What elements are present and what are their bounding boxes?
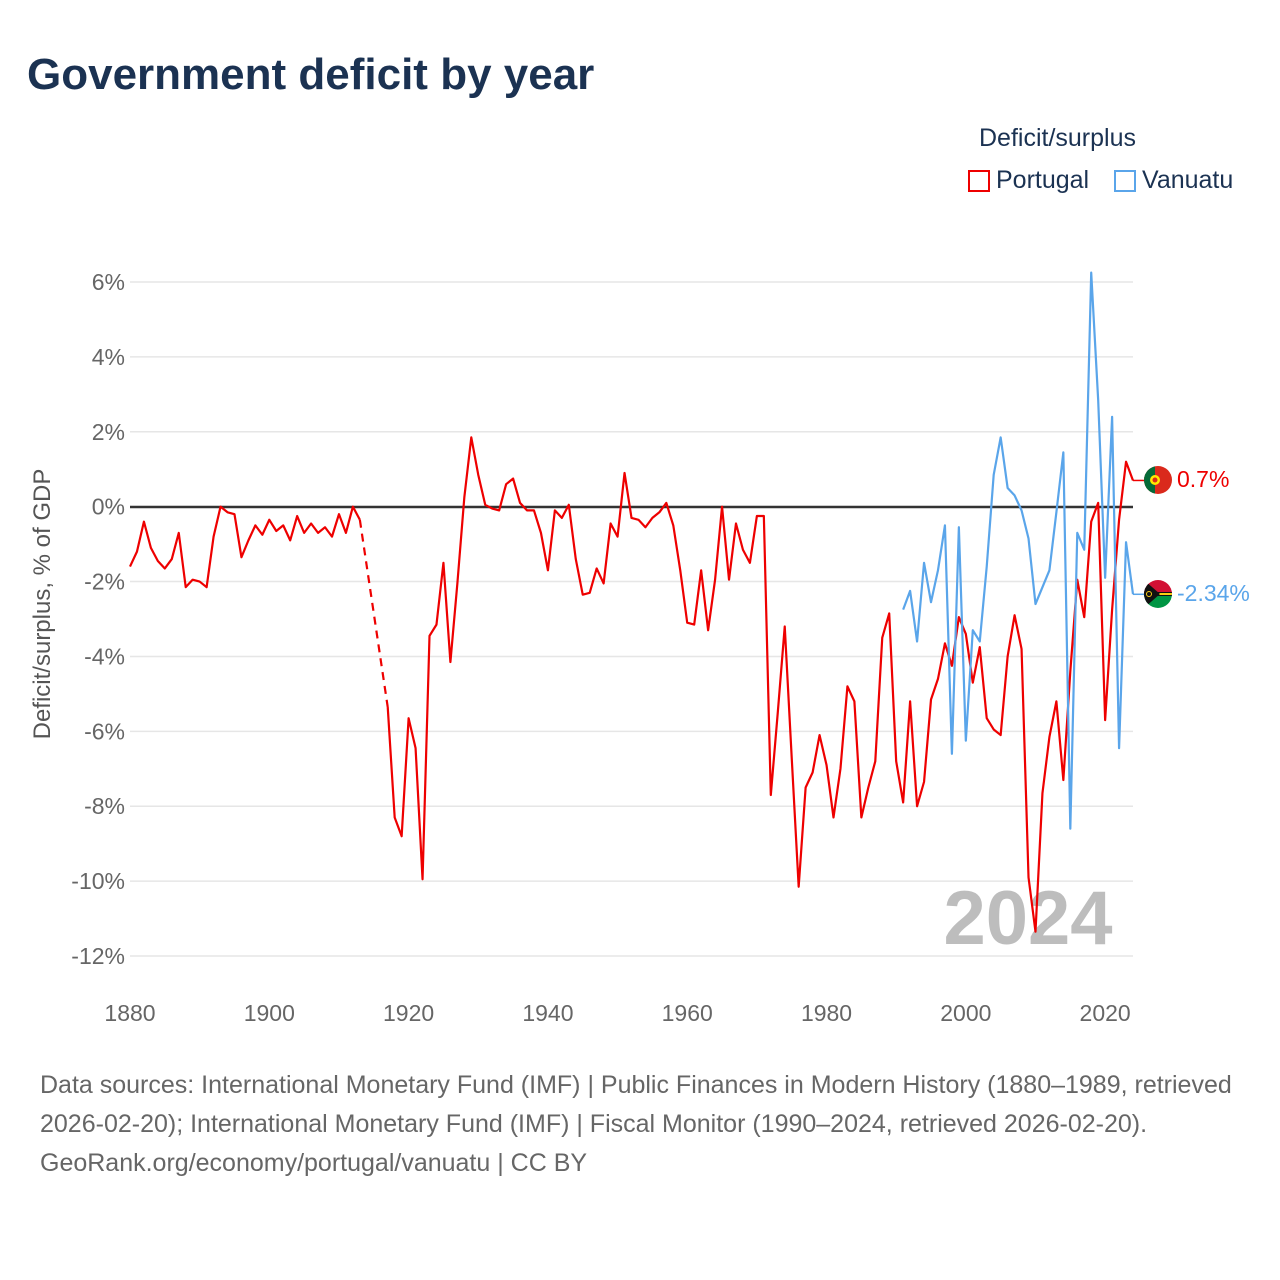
footer: Data sources: International Monetary Fun… (40, 1066, 1240, 1183)
x-tick-label: 1980 (801, 1000, 852, 1026)
y-tick-label: 4% (92, 344, 125, 370)
end-markers: 0.7% -2.34% (1144, 466, 1250, 608)
data-sources: Data sources: International Monetary Fun… (40, 1071, 1232, 1138)
vanuatu-end-label: -2.34% (1177, 580, 1250, 606)
x-tick-label: 1960 (662, 1000, 713, 1026)
legend-label: Vanuatu (1142, 166, 1234, 194)
portugal-flag-icon (1144, 466, 1172, 494)
portugal-gap-line (358, 519, 389, 708)
year-watermark: 2024 (943, 876, 1112, 961)
legend-label: Portugal (996, 166, 1090, 194)
legend-swatch-portugal (968, 169, 990, 192)
y-axis-label: Deficit/surplus, % of GDP (29, 469, 56, 740)
y-tick-label: -2% (84, 569, 125, 595)
vanuatu-flag-icon (1144, 580, 1172, 608)
y-tick-label: 6% (92, 269, 125, 295)
legend-title: Deficit/surplus (979, 124, 1136, 152)
portugal-line (129, 505, 361, 589)
x-tick-label: 2000 (940, 1000, 991, 1026)
y-tick-label: -12% (71, 943, 125, 969)
legend-swatch-vanuatu (1114, 169, 1136, 192)
y-tick-label: 0% (92, 494, 125, 520)
y-tick-label: -8% (84, 793, 125, 819)
x-tick-label: 2020 (1080, 1000, 1131, 1026)
x-tick-label: 1880 (104, 1000, 155, 1026)
portugal-end-label: 0.7% (1177, 466, 1229, 492)
chart-title: Government deficit by year (27, 50, 595, 99)
credit-link[interactable]: GeoRank.org/economy/portugal/vanuatu | C… (40, 1149, 588, 1177)
x-tick-label: 1940 (522, 1000, 573, 1026)
y-axis-ticks: 6% 4% 2% 0% -2% -4% -6% -8% -10% -12% (71, 269, 125, 969)
x-tick-label: 1920 (383, 1000, 434, 1026)
y-tick-label: -4% (84, 643, 125, 669)
portugal-line (386, 436, 1135, 933)
x-tick-label: 1900 (244, 1000, 295, 1026)
vanuatu-line (902, 271, 1135, 830)
y-tick-label: 2% (92, 419, 125, 445)
y-tick-label: -6% (84, 718, 125, 744)
line-chart: 6% 4% 2% 0% -2% -4% -6% -8% -10% -12% 1880 1900 192… (29, 269, 1250, 1026)
legend-item-portugal[interactable]: Portugal (968, 166, 1089, 195)
x-axis-ticks: 1880 1900 1920 1940 1960 1980 2000 2020 (104, 1000, 1130, 1026)
series-lines (129, 271, 1144, 933)
legend-item-vanuatu[interactable]: Vanuatu (1114, 166, 1233, 195)
y-tick-label: -10% (71, 868, 125, 894)
